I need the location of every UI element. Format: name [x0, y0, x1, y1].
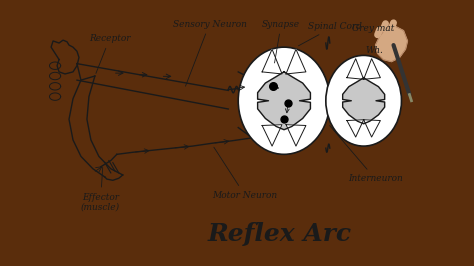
Text: Sensory Neuron: Sensory Neuron	[173, 19, 246, 86]
Text: Receptor: Receptor	[89, 34, 130, 73]
Polygon shape	[343, 78, 384, 124]
Polygon shape	[258, 72, 310, 130]
Text: Grey mat: Grey mat	[352, 24, 394, 33]
Polygon shape	[364, 120, 380, 137]
Text: Synapse: Synapse	[262, 19, 300, 63]
Text: Spinal Cord: Spinal Cord	[299, 22, 362, 46]
Text: Wh.: Wh.	[365, 46, 383, 55]
Ellipse shape	[238, 47, 330, 154]
Polygon shape	[286, 125, 306, 146]
Polygon shape	[347, 59, 364, 79]
Text: Effector
(muscle): Effector (muscle)	[81, 167, 120, 212]
Ellipse shape	[326, 55, 401, 146]
Polygon shape	[375, 27, 408, 61]
Text: Motor Neuron: Motor Neuron	[212, 147, 277, 200]
Polygon shape	[364, 59, 380, 79]
Polygon shape	[262, 125, 282, 146]
Text: Reflex Arc: Reflex Arc	[208, 222, 352, 246]
Polygon shape	[286, 49, 306, 74]
Polygon shape	[262, 49, 282, 74]
Text: Interneuron: Interneuron	[329, 126, 402, 183]
Polygon shape	[347, 120, 364, 137]
